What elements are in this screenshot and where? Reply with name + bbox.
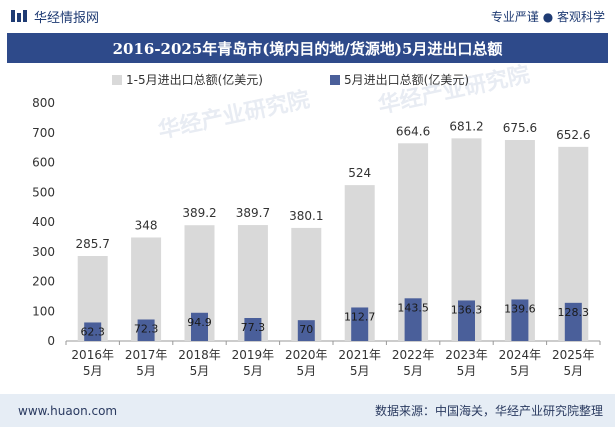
x-tick-label: 5月 (510, 364, 530, 378)
data-label-cumulative: 524 (348, 166, 371, 180)
x-tick-label: 2017年 (125, 348, 168, 362)
x-tick-label: 5月 (403, 364, 423, 378)
y-tick-label: 0 (47, 334, 55, 348)
bar-may (244, 318, 262, 341)
x-tick-label: 2019年 (232, 348, 275, 362)
legend-label: 5月进出口总额(亿美元) (344, 72, 469, 87)
data-label-may: 70 (299, 323, 313, 336)
data-label-cumulative: 380.1 (289, 209, 323, 223)
bar-may (191, 312, 208, 341)
top-bar: 华经情报网 专业严谨 ● 客观科学 (0, 0, 615, 32)
chart-title: 2016-2025年青岛市(境内目的地/货源地)5月进出口总额 (112, 39, 503, 58)
y-tick-label: 600 (32, 156, 55, 170)
data-label-cumulative: 389.7 (236, 206, 270, 220)
bar-may (84, 322, 102, 341)
data-label-may: 112.7 (344, 310, 376, 323)
x-tick-label: 2018年 (178, 348, 221, 362)
data-label-cumulative: 285.7 (76, 237, 110, 251)
data-label-cumulative: 664.6 (396, 124, 430, 138)
y-tick-label: 800 (32, 96, 55, 110)
x-tick-label: 5月 (350, 364, 370, 378)
bar-may (511, 299, 529, 341)
brand-name: 华经情报网 (34, 10, 100, 26)
bar-may (404, 298, 422, 341)
data-label-may: 136.3 (451, 303, 483, 316)
x-tick-label: 2016年 (71, 348, 114, 362)
y-tick-label: 300 (32, 245, 55, 259)
data-label-may: 77.3 (241, 321, 266, 334)
data-label-cumulative: 348 (135, 218, 158, 232)
x-tick-label: 5月 (563, 364, 583, 378)
x-tick-label: 2023年 (445, 348, 488, 362)
x-tick-label: 2020年 (285, 348, 328, 362)
x-tick-label: 5月 (190, 364, 210, 378)
footer: www.huaon.com 数据来源：中国海关，华经产业研究院整理 (0, 394, 615, 427)
y-tick-label: 200 (32, 275, 55, 289)
data-label-may: 139.6 (504, 302, 536, 315)
data-label-may: 143.5 (397, 301, 429, 314)
data-label-cumulative: 389.2 (182, 206, 216, 220)
x-tick-label: 5月 (83, 364, 103, 378)
data-label-may: 72.3 (134, 322, 159, 335)
footer-url: www.huaon.com (18, 403, 118, 418)
data-label-cumulative: 652.6 (556, 128, 590, 142)
footer-source: 数据来源：中国海关，华经产业研究院整理 (374, 404, 603, 418)
x-tick-label: 2025年 (552, 348, 595, 362)
y-tick-label: 400 (32, 215, 55, 229)
legend-swatch (112, 75, 122, 85)
y-tick-label: 500 (32, 185, 55, 199)
x-tick-label: 5月 (296, 364, 316, 378)
data-label-cumulative: 675.6 (503, 121, 537, 135)
bar-may (297, 320, 315, 341)
chart-title-banner: 2016-2025年青岛市(境内目的地/货源地)5月进出口总额 (7, 33, 608, 63)
x-tick-label: 2022年 (392, 348, 435, 362)
bar-may (137, 319, 155, 341)
x-tick-label: 5月 (243, 364, 263, 378)
logo-icon (11, 10, 27, 22)
bar-may (351, 307, 369, 341)
x-tick-label: 2024年 (499, 348, 542, 362)
brand: 华经情报网 (10, 7, 99, 26)
data-label-may: 62.3 (80, 325, 105, 338)
bar-may (458, 300, 475, 341)
bar-may (564, 302, 582, 341)
legend-swatch (330, 75, 340, 85)
x-tick-label: 5月 (457, 364, 477, 378)
data-label-cumulative: 681.2 (449, 119, 483, 133)
data-label-may: 128.3 (558, 306, 590, 319)
x-tick-label: 5月 (136, 364, 156, 378)
legend-label: 1-5月进出口总额(亿美元) (126, 72, 263, 87)
data-label-may: 94.9 (187, 316, 212, 329)
watermark: 华经产业研究院 (156, 86, 312, 143)
y-tick-label: 700 (32, 126, 55, 140)
y-tick-label: 100 (32, 304, 55, 318)
x-tick-label: 2021年 (338, 348, 381, 362)
tagline: 专业严谨 ● 客观科学 (490, 9, 605, 24)
watermark: 华经产业研究院 (376, 63, 532, 119)
